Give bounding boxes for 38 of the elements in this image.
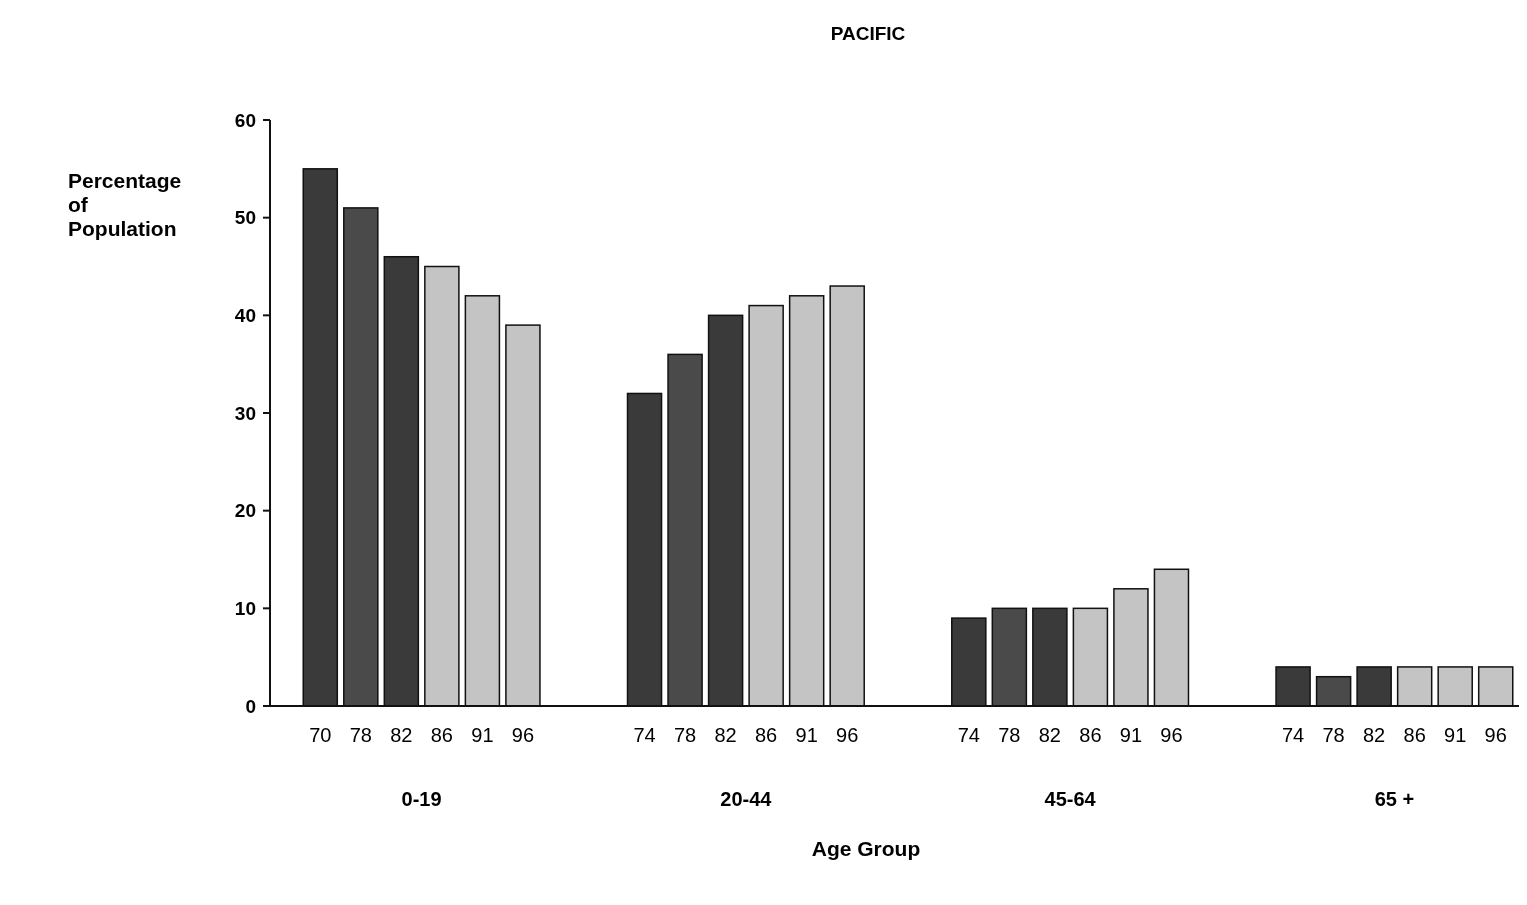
x-tick-label: 78 (998, 724, 1021, 746)
x-tick-label: 82 (1038, 724, 1061, 746)
x-tick-label: 82 (390, 724, 413, 746)
x-tick-label: 86 (1403, 724, 1426, 746)
x-tick-label: 74 (633, 724, 656, 746)
text: 20-44 (720, 788, 773, 810)
x-tick-label: 86 (1079, 724, 1102, 746)
x-axis-title: Age Group (811, 837, 921, 860)
y-tick-label: 10 (234, 597, 256, 619)
y-tick-label: 20 (234, 500, 256, 522)
x-tick-label: 86 (430, 724, 453, 746)
x-tick-label: 96 (511, 724, 535, 746)
x-tick-label: 96 (1160, 724, 1183, 746)
y-tick-label: 60 (234, 109, 256, 131)
x-tick-label: 74 (1281, 724, 1305, 746)
chart-title: PACIFIC (830, 23, 906, 44)
x-tick-label: 78 (1322, 724, 1345, 746)
x-tick-label: 96 (1484, 724, 1507, 746)
y-tick-label: 50 (234, 207, 256, 229)
y-tick-label: 30 (234, 402, 256, 424)
x-tick-label: 82 (714, 724, 737, 746)
x-tick-label: 91 (1444, 724, 1467, 746)
x-tick-label: 74 (957, 724, 980, 746)
x-tick-label: 78 (673, 724, 697, 746)
text: 65 + (1374, 788, 1415, 810)
y-axis-title: Percentage of Population (68, 169, 182, 240)
x-tick-label: 78 (349, 724, 372, 746)
x-tick-label: 82 (1363, 724, 1386, 746)
y-tick-label: 40 (234, 304, 256, 326)
x-tick-label: 96 (836, 724, 859, 746)
x-tick-label: 91 (795, 724, 818, 746)
text: 0-19 (401, 788, 442, 810)
text: 45-64 (1044, 788, 1097, 810)
y-tick-label: 0 (245, 695, 256, 717)
x-tick-label: 86 (755, 724, 778, 746)
x-tick-label: 91 (1119, 724, 1143, 746)
x-tick-label: 70 (309, 724, 332, 746)
x-tick-label: 91 (471, 724, 494, 746)
